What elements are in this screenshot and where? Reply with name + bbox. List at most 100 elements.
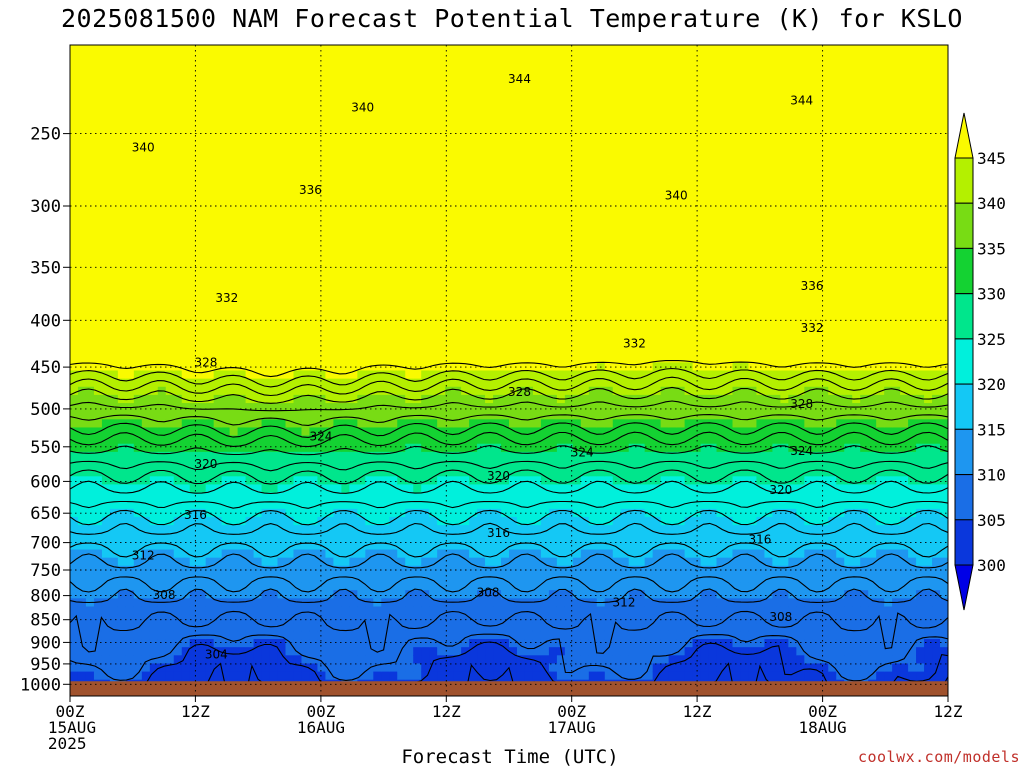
shade-cell	[461, 639, 470, 648]
shade-cell	[205, 199, 215, 209]
shade-cell	[149, 516, 159, 526]
shade-cell	[133, 573, 143, 583]
shade-cell	[540, 655, 550, 665]
shade-cell	[556, 476, 566, 486]
shade-cell	[301, 264, 311, 274]
shade-cell	[221, 663, 231, 673]
shade-cell	[309, 639, 319, 648]
shade-cell	[357, 590, 366, 599]
shade-cell	[70, 451, 79, 461]
shade-cell	[149, 541, 159, 551]
shade-cell	[365, 549, 374, 559]
shade-cell	[309, 61, 319, 71]
shade-cell	[556, 329, 566, 339]
shade-cell	[125, 142, 135, 152]
shade-cell	[501, 101, 510, 111]
shade-cell	[317, 516, 327, 526]
shade-cell	[548, 606, 558, 616]
shade-cell	[501, 671, 510, 681]
shade-cell	[373, 224, 382, 233]
shade-cell	[461, 85, 470, 95]
shade-cell	[556, 215, 566, 225]
shade-cell	[93, 419, 103, 429]
shade-cell	[548, 378, 558, 388]
shade-cell	[221, 85, 231, 95]
shade-cell	[524, 630, 534, 640]
shade-cell	[365, 582, 374, 591]
shade-cell	[373, 557, 382, 567]
shade-cell	[197, 394, 207, 404]
shade-cell	[109, 484, 119, 494]
shade-cell	[181, 606, 191, 616]
shade-cell	[245, 240, 255, 250]
shade-cell	[516, 460, 526, 469]
shade-cell	[293, 671, 303, 681]
shade-cell	[189, 557, 199, 567]
shade-cell	[141, 663, 151, 673]
shade-cell	[397, 557, 406, 567]
shade-cell	[365, 142, 374, 152]
shade-cell	[141, 183, 151, 193]
shade-cell	[205, 337, 215, 347]
shade-cell	[413, 500, 422, 510]
shade-cell	[461, 606, 470, 616]
shade-cell	[285, 606, 295, 616]
shade-cell	[524, 118, 534, 127]
shade-cell	[309, 280, 319, 290]
shade-cell	[405, 647, 414, 656]
shade-cell	[77, 215, 87, 225]
shade-cell	[301, 321, 311, 331]
shade-cell	[237, 663, 247, 673]
shade-cell	[397, 118, 406, 127]
shade-cell	[349, 394, 358, 404]
shade-cell	[229, 69, 239, 79]
shade-cell	[501, 313, 510, 323]
shade-cell	[469, 134, 478, 144]
shade-cell	[293, 183, 303, 193]
shade-cell	[405, 541, 414, 551]
shade-cell	[197, 142, 207, 152]
shade-cell	[516, 435, 526, 445]
shade-cell	[429, 378, 438, 388]
shade-cell	[485, 622, 494, 632]
shade-cell	[493, 142, 502, 152]
shade-cell	[453, 53, 462, 62]
shade-cell	[213, 443, 223, 453]
shade-cell	[501, 541, 510, 551]
shade-cell	[85, 191, 95, 201]
shade-cell	[357, 224, 366, 233]
shade-cell	[556, 69, 566, 79]
shade-cell	[117, 321, 127, 331]
shade-cell	[165, 451, 175, 461]
shade-cell	[277, 224, 287, 233]
shade-cell	[532, 614, 542, 624]
shade-cell	[277, 93, 287, 103]
shade-cell	[173, 516, 183, 526]
shade-cell	[109, 337, 119, 347]
shade-cell	[548, 313, 558, 323]
shade-cell	[469, 45, 478, 54]
shade-cell	[141, 45, 151, 54]
shade-cell	[261, 53, 271, 62]
shade-cell	[485, 346, 494, 355]
shade-cell	[509, 451, 518, 461]
shade-cell	[437, 264, 446, 274]
shade-cell	[373, 606, 382, 616]
shade-cell	[221, 582, 231, 591]
shade-cell	[381, 460, 390, 469]
shade-cell	[213, 191, 223, 201]
shade-cell	[397, 126, 406, 136]
shade-cell	[341, 476, 350, 486]
shade-cell	[285, 289, 295, 298]
shade-cell	[93, 150, 103, 160]
shade-cell	[149, 118, 159, 127]
shade-cell	[516, 622, 526, 632]
shade-cell	[461, 337, 470, 347]
shade-cell	[277, 215, 287, 225]
shade-cell	[245, 655, 255, 665]
shade-cell	[548, 533, 558, 542]
shade-cell	[524, 655, 534, 665]
shade-cell	[237, 77, 247, 87]
shade-cell	[149, 167, 159, 176]
shade-cell	[133, 191, 143, 201]
